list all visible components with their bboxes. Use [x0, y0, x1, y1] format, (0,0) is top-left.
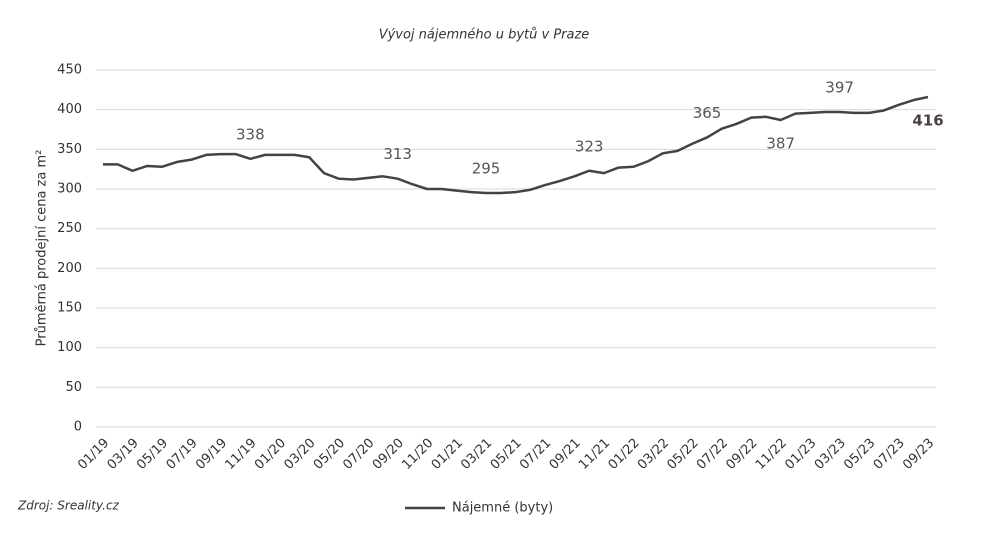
x-tick-label: 05/22 [664, 436, 701, 473]
y-tick-label: 450 [57, 63, 82, 78]
x-tick-label: 01/22 [606, 436, 643, 473]
y-axis-label: Průměrná prodejní cena za m² [35, 150, 50, 347]
x-tick-label: 07/23 [871, 436, 908, 473]
x-tick-label: 03/20 [281, 436, 318, 473]
y-tick-label: 0 [74, 420, 82, 435]
chart-title: Vývoj nájemného u bytů v Praze [379, 28, 590, 43]
x-tick-label: 09/20 [370, 436, 407, 473]
x-tick-label: 09/22 [723, 436, 760, 473]
x-tick-label: 09/19 [193, 436, 230, 473]
legend-label: Nájemné (byty) [452, 501, 553, 516]
x-tick-label: 03/23 [812, 436, 849, 473]
y-tick-label: 300 [57, 182, 82, 197]
data-label: 416 [912, 111, 943, 129]
data-label: 365 [693, 104, 722, 122]
x-tick-label: 07/20 [340, 436, 377, 473]
x-tick-label: 03/22 [635, 436, 672, 473]
x-tick-label: 01/20 [252, 436, 289, 473]
y-tick-label: 250 [57, 221, 82, 236]
y-tick-label: 400 [57, 102, 82, 117]
data-label: 313 [383, 145, 412, 163]
line [103, 95, 929, 195]
x-tick-label: 03/19 [105, 436, 142, 473]
source: Zdroj: Sreality.cz [17, 499, 120, 513]
x-tick-label: 05/19 [134, 436, 171, 473]
y-tick-label: 350 [57, 142, 82, 157]
y-tick-label: 150 [57, 301, 82, 316]
x-tick-label: 05/23 [841, 436, 878, 473]
x-tick-label: 07/21 [517, 436, 554, 473]
x-tick-label: 07/19 [164, 436, 201, 473]
x-tick-label: 09/21 [547, 436, 584, 473]
y-tick-label: 100 [57, 340, 82, 355]
data-label: 295 [472, 159, 501, 177]
x-tick-label: 05/21 [488, 436, 525, 473]
x-tick-label: 11/19 [223, 436, 260, 473]
x-tick-label: 03/21 [458, 436, 495, 473]
x-tick-label: 07/22 [694, 436, 731, 473]
x-tick-label: 01/23 [782, 436, 819, 473]
y-tick-label: 200 [57, 261, 82, 276]
y-tick-label: 50 [65, 380, 82, 395]
x-tick-label: 05/20 [311, 436, 348, 473]
x-tick-label: 11/22 [753, 436, 790, 473]
data-label: 338 [236, 125, 265, 143]
data-label: 387 [766, 134, 795, 152]
x-tick-label: 11/20 [399, 436, 436, 473]
x-tick-label: 11/21 [576, 436, 613, 473]
data-label: 323 [575, 137, 604, 155]
x-tick-label: 01/21 [429, 436, 466, 473]
x-tick-label: 01/19 [75, 436, 112, 473]
x-tick-label: 09/23 [900, 436, 937, 473]
data-label: 397 [825, 79, 854, 97]
